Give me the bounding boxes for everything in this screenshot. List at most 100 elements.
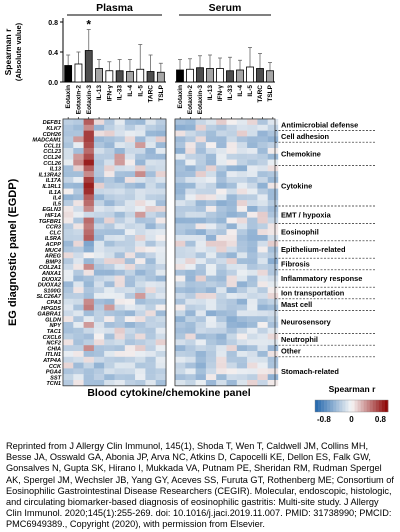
- heatmap-cell: [145, 362, 156, 369]
- heatmap-cell: [236, 200, 248, 207]
- heatmap-cell: [83, 177, 95, 183]
- heatmap-cell: [83, 130, 95, 137]
- heatmap-cell: [226, 217, 237, 224]
- heatmap-cell: [195, 171, 207, 178]
- heatmap-cell: [93, 310, 105, 317]
- heatmap-cell: [257, 380, 268, 386]
- heatmap-cell: [185, 124, 196, 131]
- heatmap-cell: [195, 165, 207, 172]
- heatmap-cell: [114, 246, 125, 253]
- heatmap-cell: [247, 380, 258, 386]
- heatmap-cell: [195, 148, 207, 154]
- heatmap-cell: [83, 356, 95, 363]
- heatmap-cell: [267, 310, 279, 317]
- heatmap-cell: [83, 275, 95, 282]
- heatmap-cell: [236, 356, 248, 363]
- heatmap-cell: [93, 252, 105, 259]
- heatmap-cell: [93, 136, 105, 143]
- heatmap-cell: [216, 304, 227, 311]
- heatmap-cell: [226, 194, 237, 201]
- gene-label: ITLN1: [45, 352, 61, 358]
- heatmap-cell: [216, 368, 227, 375]
- heatmap-cell: [216, 130, 227, 137]
- heatmap-cell: [104, 240, 115, 247]
- heatmap-cell: [73, 380, 84, 386]
- heatmap-cell: [63, 264, 74, 270]
- heatmap-cell: [114, 188, 125, 195]
- heatmap-cell: [114, 200, 125, 207]
- heatmap-cell: [155, 264, 167, 270]
- heatmap-cell: [267, 281, 279, 288]
- heatmap-cell: [145, 130, 156, 137]
- gene-label: IL5: [53, 201, 62, 207]
- heatmap-cell: [226, 345, 237, 352]
- colorbar-max-label: 0.8: [375, 415, 387, 424]
- heatmap-cell: [135, 182, 146, 189]
- heatmap-cell: [83, 345, 95, 352]
- heatmap-cell: [216, 316, 227, 323]
- heatmap-cell: [257, 153, 268, 160]
- heatmap-cell: [63, 298, 74, 305]
- heatmap-cell: [73, 240, 84, 247]
- heatmap-cell: [73, 148, 84, 154]
- heatmap-cell: [124, 182, 136, 189]
- heatmap-cell: [73, 316, 84, 323]
- heatmap-cell: [135, 287, 146, 294]
- heatmap-cell: [185, 188, 196, 195]
- gene-label: IL13: [50, 167, 62, 173]
- gene-label: CHIA: [47, 346, 61, 352]
- heatmap-cell: [73, 356, 84, 363]
- bar: [84, 50, 93, 83]
- heatmap-cell: [145, 148, 156, 154]
- heatmap-cell: [226, 356, 237, 363]
- heatmap-cell: [185, 159, 196, 166]
- heatmap-cell: [83, 269, 95, 276]
- heatmap-cell: [114, 194, 125, 201]
- heatmap-cell: [216, 293, 227, 299]
- heatmap-cell: [155, 136, 167, 143]
- heatmap-cell: [267, 240, 279, 247]
- heatmap-cell: [124, 368, 136, 375]
- colorbar-segment: [378, 400, 383, 412]
- heatmap-cell: [205, 345, 217, 352]
- heatmap-cell: [175, 380, 186, 386]
- heatmap-cell: [114, 159, 125, 166]
- gene-label: ATP4A: [42, 358, 61, 364]
- heatmap-cell: [175, 217, 186, 224]
- heatmap-cell: [257, 211, 268, 218]
- heatmap-cell: [155, 206, 167, 212]
- heatmap-cell: [175, 124, 186, 131]
- bar-y-tick-label: 0.4: [48, 50, 58, 57]
- heatmap-cell: [124, 356, 136, 363]
- heatmap-cell: [195, 269, 207, 276]
- heatmap-cell: [93, 322, 105, 328]
- heatmap-cell: [104, 177, 115, 183]
- heatmap-cell: [83, 246, 95, 253]
- heatmap-cell: [73, 194, 84, 201]
- colorbar-segment: [342, 400, 346, 412]
- heatmap-cell: [104, 275, 115, 282]
- heatmap-cell: [83, 327, 95, 334]
- heatmap-cell: [93, 165, 105, 172]
- heatmap-cell: [135, 124, 146, 131]
- heatmap-cell: [114, 211, 125, 218]
- heatmap-cell: [145, 153, 156, 160]
- heatmap-cell: [175, 362, 186, 369]
- heatmap-cell: [73, 217, 84, 224]
- heatmap-cell: [73, 200, 84, 207]
- heatmap-cell: [195, 229, 207, 236]
- heatmap-cell: [104, 374, 115, 381]
- heatmap-cell: [267, 119, 279, 125]
- heatmap-cell: [145, 119, 156, 125]
- bar-category-label: Eotaxin-3: [86, 85, 93, 115]
- heatmap-cell: [226, 339, 237, 346]
- heatmap-cell: [185, 252, 196, 259]
- bar-category-label: IL-4: [127, 85, 134, 97]
- heatmap-cell: [93, 339, 105, 346]
- heatmap-cell: [257, 316, 268, 323]
- heatmap-cell: [135, 374, 146, 381]
- heatmap-cell: [83, 217, 95, 224]
- heatmap-cell: [93, 356, 105, 363]
- heatmap-cell: [114, 165, 125, 172]
- group-label: Neurosensory: [281, 318, 332, 327]
